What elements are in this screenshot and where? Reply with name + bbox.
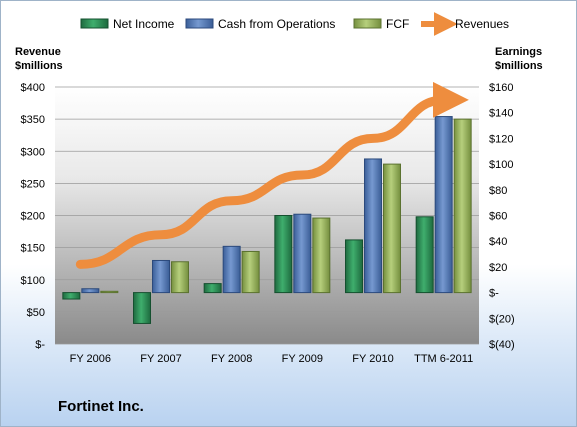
x-tick-label-0: FY 2006 xyxy=(70,353,111,365)
left-axis-title-line2: $millions xyxy=(15,60,63,72)
x-tick-label-2: FY 2008 xyxy=(211,353,252,365)
bar-net-income-2 xyxy=(203,283,222,294)
bar-cash-from-operations-5 xyxy=(434,116,453,294)
left-tick-label-1: $50 xyxy=(27,307,45,319)
right-axis-title: Earnings $millions xyxy=(495,45,543,73)
bar-fcf-3 xyxy=(312,217,331,294)
left-tick-label-2: $100 xyxy=(21,275,45,287)
left-tick-label-0: $- xyxy=(35,339,45,351)
bar-fcf-4 xyxy=(383,163,401,294)
legend-label-fcf: FCF xyxy=(386,17,409,31)
right-tick-label-8: $120 xyxy=(489,133,513,145)
right-tick-label-7: $100 xyxy=(489,159,513,171)
bar-net-income-1 xyxy=(133,292,151,324)
x-tick-label-5: TTM 6-2011 xyxy=(414,353,473,365)
left-tick-label-3: $150 xyxy=(21,243,45,255)
legend-swatch-cash-from-operations xyxy=(185,18,214,29)
revenue-line xyxy=(75,81,469,269)
bar-cash-from-operations-0 xyxy=(81,288,100,294)
left-tick-label-6: $300 xyxy=(21,146,45,158)
right-tick-label-10: $160 xyxy=(489,82,513,94)
legend-swatch-net-income xyxy=(80,18,109,29)
bar-net-income-5 xyxy=(415,216,434,294)
right-axis-title-line1: Earnings xyxy=(495,46,543,58)
legend-label-revenues: Revenues xyxy=(455,17,509,31)
bar-net-income-0 xyxy=(62,292,81,300)
revenue-line-path xyxy=(75,81,469,269)
gridlines xyxy=(55,86,479,345)
legend-swatch-fcf xyxy=(353,18,382,29)
bar-fcf-2 xyxy=(241,250,260,294)
bar-net-income-4 xyxy=(345,239,363,294)
left-axis-title: Revenue $millions xyxy=(15,45,63,73)
bar-fcf-1 xyxy=(171,261,189,294)
company-name: Fortinet Inc. xyxy=(58,398,144,415)
right-tick-label-4: $40 xyxy=(489,236,507,248)
bars xyxy=(62,116,472,324)
bar-fcf-5 xyxy=(453,118,472,294)
bar-cash-from-operations-1 xyxy=(152,259,170,294)
right-tick-label-9: $140 xyxy=(489,108,513,120)
right-tick-label-2: $- xyxy=(489,288,499,300)
left-tick-label-7: $350 xyxy=(21,114,45,126)
bar-net-income-3 xyxy=(274,215,293,294)
left-tick-label-8: $400 xyxy=(21,82,45,94)
right-tick-label-5: $60 xyxy=(489,211,507,223)
left-axis-title-line1: Revenue xyxy=(15,46,61,58)
left-axis: $- $50 $100 $150 $200 $250 $300 $350 $400 xyxy=(21,82,46,351)
bar-fcf-0 xyxy=(100,290,119,294)
right-tick-label-0: $(40) xyxy=(489,339,515,351)
right-axis-title-line2: $millions xyxy=(495,60,543,72)
right-tick-label-3: $20 xyxy=(489,262,507,274)
x-tick-label-3: FY 2009 xyxy=(282,353,323,365)
left-tick-label-4: $200 xyxy=(21,211,45,223)
bar-cash-from-operations-2 xyxy=(222,245,241,294)
x-tick-label-1: FY 2007 xyxy=(140,353,181,365)
x-axis: FY 2006 FY 2007 FY 2008 FY 2009 FY 2010 TTM 6… xyxy=(70,353,474,365)
left-tick-label-5: $250 xyxy=(21,178,45,190)
legend-label-cash-from-operations: Cash from Operations xyxy=(218,17,335,31)
right-tick-label-6: $80 xyxy=(489,185,507,197)
right-tick-label-1: $(20) xyxy=(489,313,515,325)
x-tick-label-4: FY 2010 xyxy=(352,353,393,365)
bar-cash-from-operations-3 xyxy=(293,213,312,294)
right-axis: $(40) $(20) $- $20 $40 $60 $80 $100 $120 $140 $160 xyxy=(489,82,515,351)
legend-label-net-income: Net Income xyxy=(113,17,175,31)
bar-cash-from-operations-4 xyxy=(364,158,382,294)
legend: Net Income Cash from Operations FCF Revenue… xyxy=(80,12,509,36)
